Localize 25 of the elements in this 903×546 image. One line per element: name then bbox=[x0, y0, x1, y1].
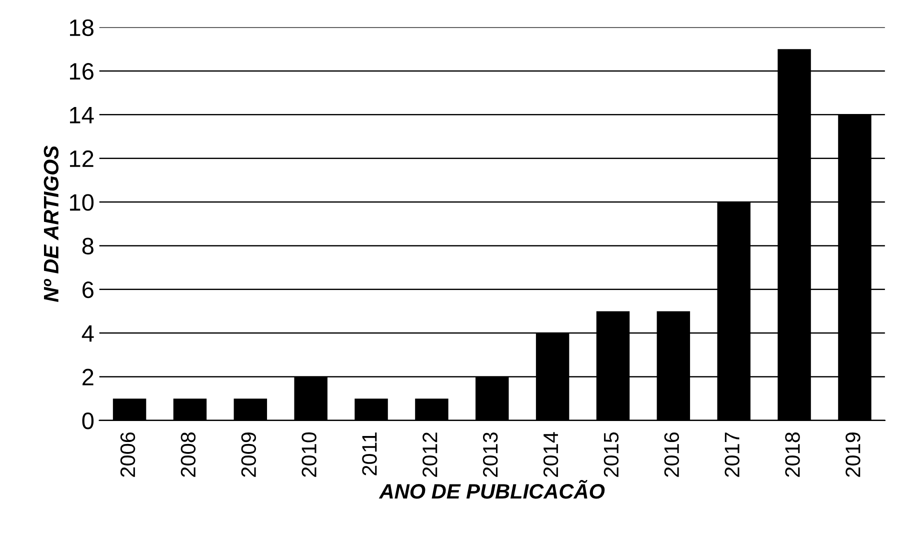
y-tick-label: 16 bbox=[70, 63, 94, 80]
x-tick-label: 2015 bbox=[604, 432, 619, 477]
x-tick-label: 2018 bbox=[785, 432, 800, 477]
y-tick-label: 12 bbox=[70, 150, 94, 167]
y-tick-label: 4 bbox=[82, 325, 94, 342]
x-tick-label: 2009 bbox=[241, 432, 256, 477]
x-tick-label: 2010 bbox=[302, 432, 316, 477]
x-axis-title: ANO DE PUBLICACÃO bbox=[378, 480, 605, 499]
y-tick-label: 18 bbox=[70, 19, 94, 36]
x-tick-label: 2019 bbox=[846, 432, 860, 477]
x-tick-label: 2012 bbox=[422, 432, 438, 477]
y-tick-label: 0 bbox=[82, 412, 94, 430]
y-tick-label: 6 bbox=[82, 281, 94, 298]
y-tick-label: 14 bbox=[70, 106, 94, 124]
x-tick-label: 2014 bbox=[543, 432, 558, 477]
y-tick-label: 10 bbox=[70, 194, 94, 211]
x-tick-label: 2016 bbox=[664, 432, 680, 477]
y-axis-title: Nº DE ARTIGOS bbox=[44, 146, 59, 302]
x-tick-label: 2006 bbox=[120, 432, 136, 477]
x-tick-label: 2008 bbox=[180, 432, 196, 477]
x-tick-label: 2017 bbox=[724, 432, 740, 477]
y-tick-label: 8 bbox=[82, 238, 94, 254]
x-tick-label: 2011 bbox=[362, 432, 377, 476]
y-tick-label: 2 bbox=[82, 368, 94, 386]
x-tick-label: 2013 bbox=[482, 432, 498, 477]
